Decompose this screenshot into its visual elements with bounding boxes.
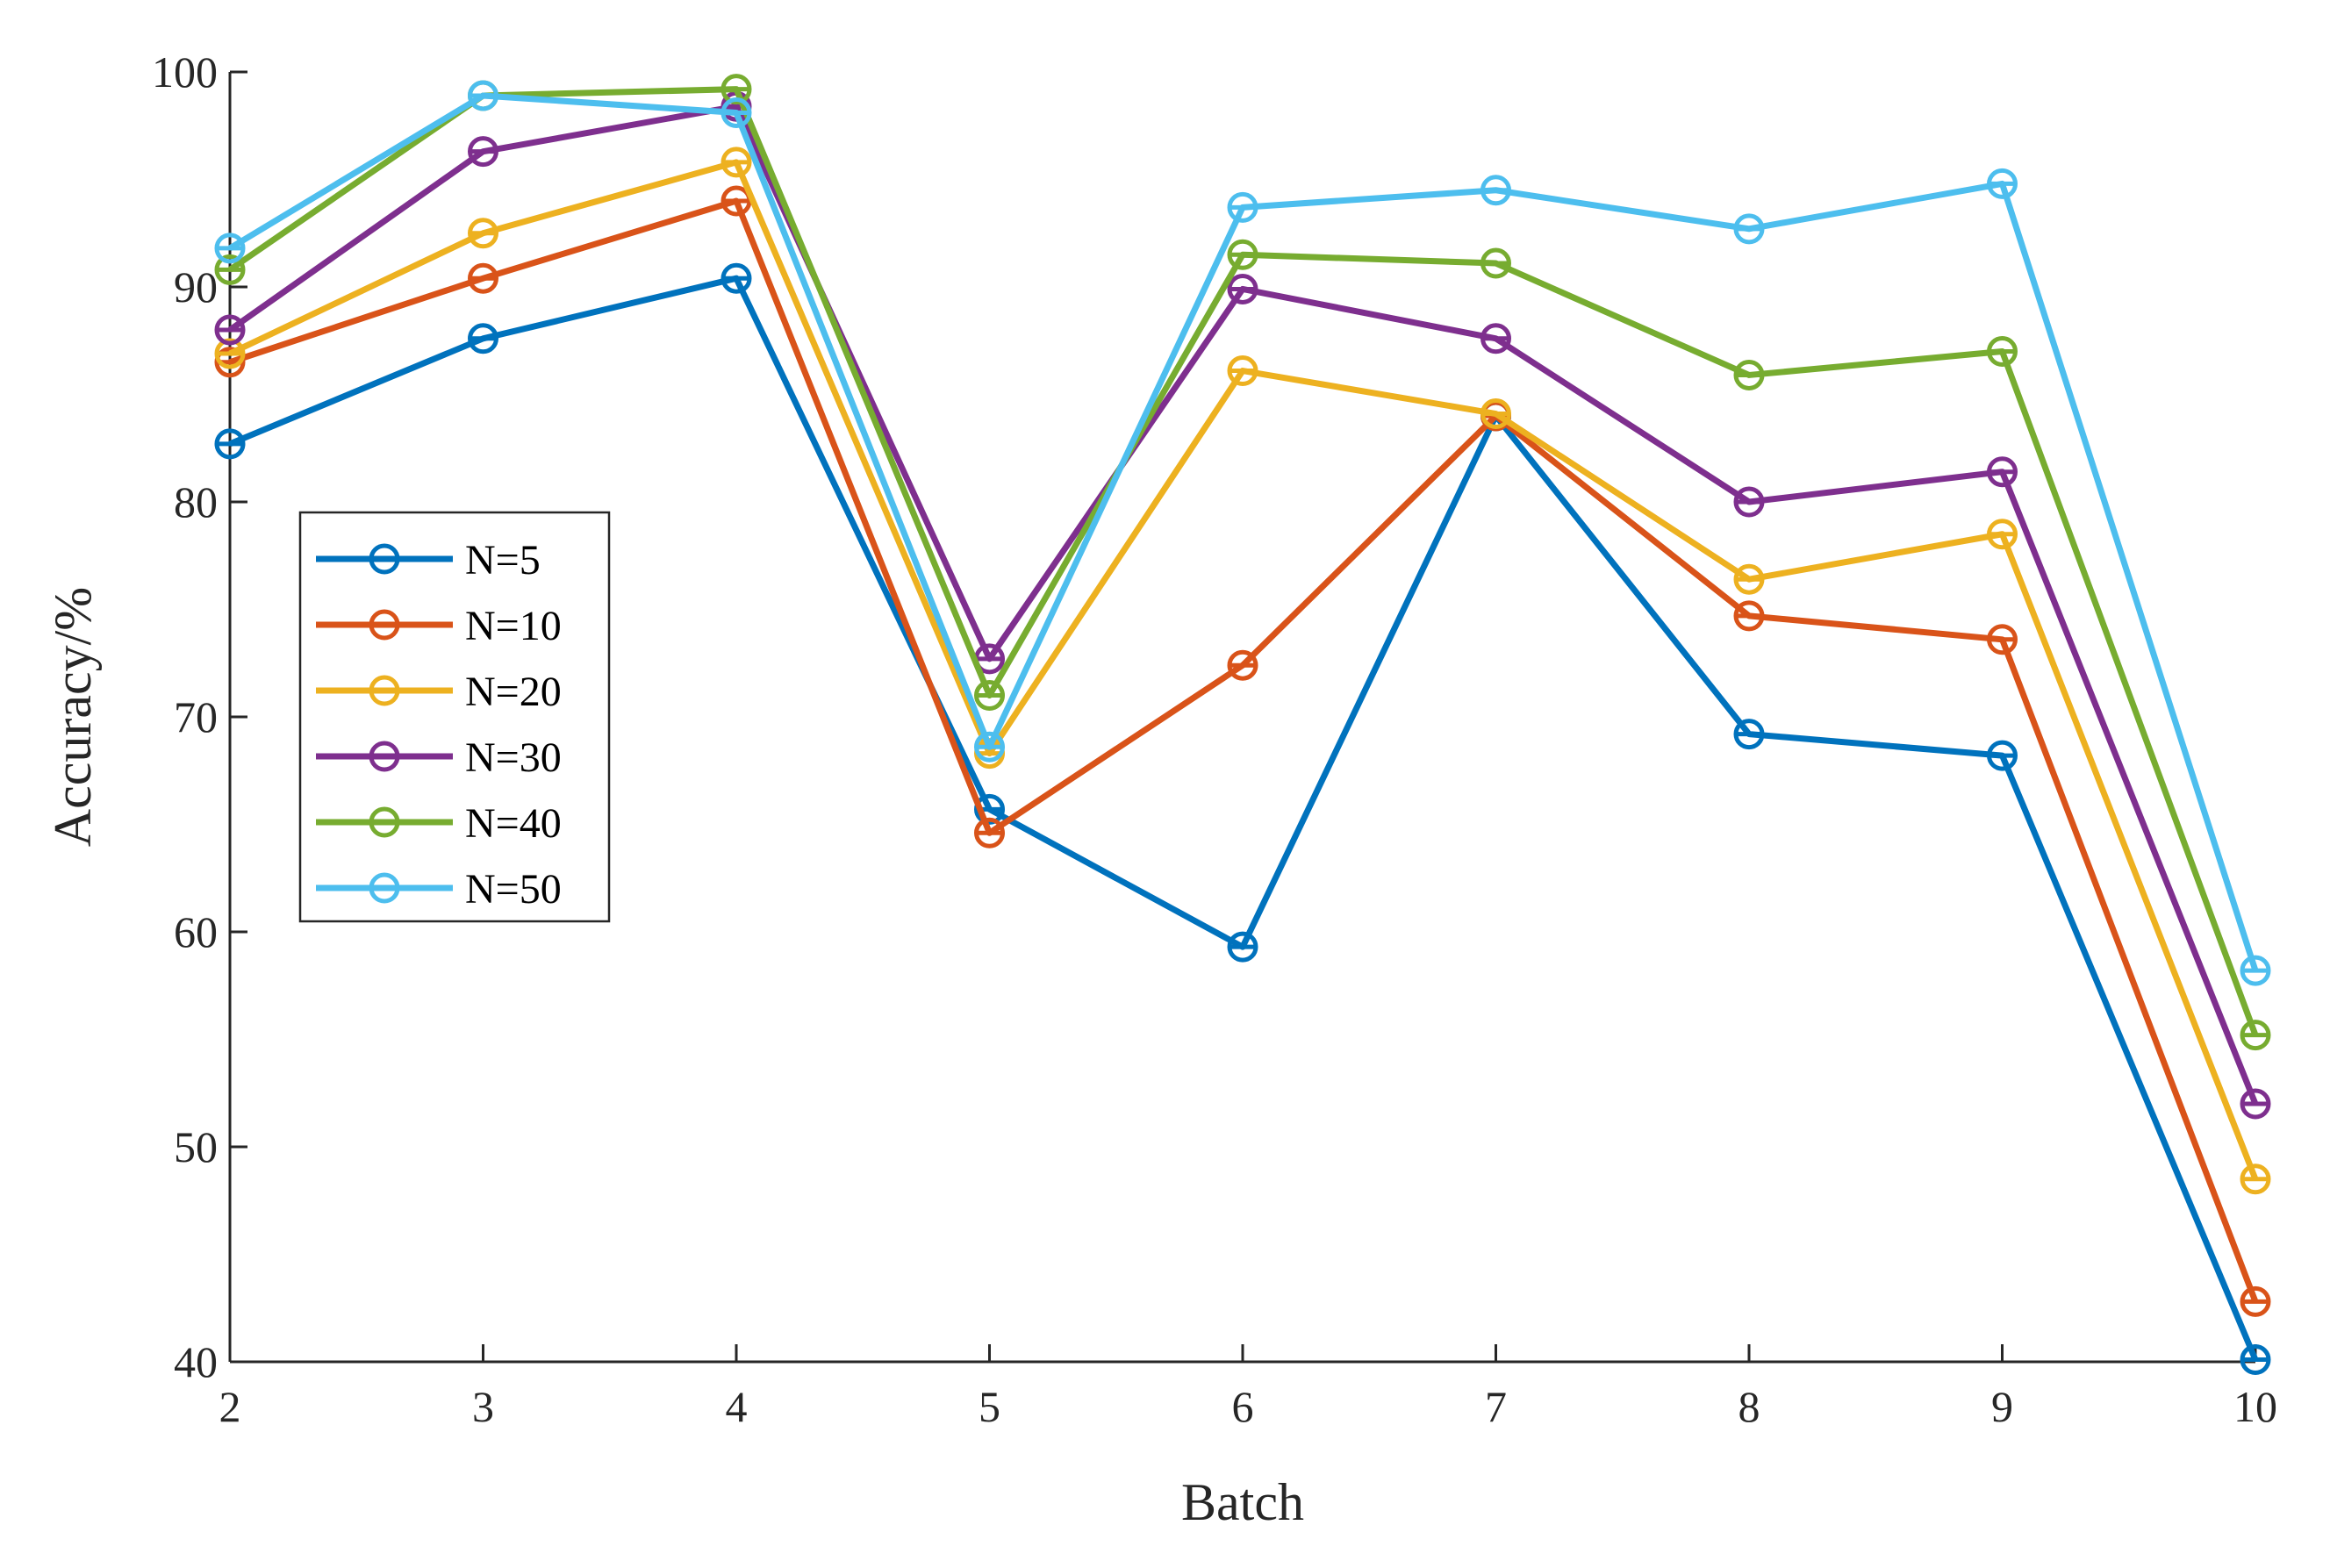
y-tick-label: 40	[174, 1337, 218, 1386]
series-n-5	[214, 262, 2271, 1376]
data-point	[974, 731, 1005, 763]
y-tick-label: 80	[174, 477, 218, 526]
y-tick-label: 60	[174, 907, 218, 956]
x-axis-title: Batch	[1181, 1473, 1304, 1531]
data-point	[1733, 486, 1765, 518]
series-n-40	[214, 74, 2271, 1051]
data-point	[2240, 1020, 2271, 1051]
y-axis-title: Accuracy/%	[44, 587, 102, 847]
x-tick-label: 8	[1739, 1382, 1760, 1431]
legend-label: N=30	[465, 734, 562, 781]
data-point	[468, 218, 498, 249]
x-tick-label: 6	[1232, 1382, 1254, 1431]
data-point	[468, 136, 498, 168]
y-ticks: 40 50 60 70 80 90 100	[152, 47, 247, 1386]
data-point	[2240, 955, 2271, 986]
data-point	[974, 793, 1005, 825]
data-point	[468, 80, 498, 111]
data-point	[2240, 1285, 2271, 1317]
data-point	[1733, 563, 1765, 595]
data-point	[214, 338, 246, 369]
x-tick-label: 5	[979, 1382, 1000, 1431]
data-point	[1227, 649, 1258, 681]
x-tick-label: 10	[2233, 1382, 2277, 1431]
series-layer	[214, 74, 2271, 1376]
data-point	[721, 262, 752, 294]
legend-swatch-marker	[369, 872, 400, 904]
legend-item: N=50	[316, 866, 562, 913]
legend-item: N=40	[316, 800, 562, 847]
data-point	[1987, 168, 2018, 199]
data-point	[721, 147, 752, 178]
data-point	[1987, 456, 2018, 488]
data-point	[214, 347, 246, 378]
data-point	[1480, 247, 1511, 279]
data-point	[1227, 239, 1258, 270]
legend-swatch-marker	[369, 543, 400, 575]
y-tick-label: 50	[174, 1122, 218, 1171]
data-point	[721, 185, 752, 217]
x-tick-label: 3	[472, 1382, 494, 1431]
data-point	[468, 262, 498, 294]
legend-item: N=30	[316, 734, 562, 781]
data-point	[1227, 191, 1258, 223]
data-point	[1733, 600, 1765, 632]
x-tick-label: 4	[726, 1382, 748, 1431]
data-point	[1987, 519, 2018, 550]
legend-box	[298, 511, 611, 923]
legend-label: N=10	[465, 603, 562, 649]
legend-swatch-marker	[369, 741, 400, 772]
y-tick-label: 90	[174, 262, 218, 311]
legend-item: N=10	[316, 603, 562, 649]
data-point	[1227, 273, 1258, 304]
legend-label: N=40	[465, 800, 562, 847]
legend-item: N=5	[316, 537, 541, 584]
data-point	[214, 428, 246, 460]
data-point	[1987, 624, 2018, 655]
series-n-50	[214, 80, 2271, 986]
data-point	[214, 233, 246, 264]
data-point	[1733, 719, 1765, 750]
legend-swatch-marker	[369, 806, 400, 838]
x-tick-label: 7	[1485, 1382, 1507, 1431]
data-point	[1227, 931, 1258, 963]
data-point	[1987, 740, 2018, 771]
x-tick-label: 9	[1991, 1382, 2013, 1431]
legend-swatch-marker	[369, 675, 400, 706]
data-point	[214, 254, 246, 285]
data-point	[974, 817, 1005, 848]
data-point	[1227, 355, 1258, 387]
y-tick-label: 100	[152, 47, 218, 97]
x-ticks: 2 3 4 5 6 7 8 9 10	[219, 1344, 2277, 1431]
data-point	[2240, 1344, 2271, 1376]
legend-swatch-marker	[369, 609, 400, 641]
data-point	[721, 74, 752, 105]
data-point	[1480, 398, 1511, 430]
data-point	[974, 680, 1005, 711]
data-point	[468, 323, 498, 354]
legend: N=5 N=10 N=20 N=30 N=40 N=50	[298, 511, 611, 923]
x-tick-label: 2	[219, 1382, 241, 1431]
data-point	[1987, 336, 2018, 367]
series-n-30	[214, 90, 2271, 1120]
legend-item: N=20	[316, 669, 562, 715]
data-point	[1733, 359, 1765, 390]
data-point	[1733, 213, 1765, 245]
data-point	[1480, 175, 1511, 206]
legend-label: N=5	[465, 537, 541, 584]
y-tick-label: 70	[174, 692, 218, 741]
legend-label: N=20	[465, 669, 562, 715]
legend-label: N=50	[465, 866, 562, 913]
data-point	[1480, 323, 1511, 354]
data-point	[2240, 1088, 2271, 1120]
data-point	[214, 314, 246, 346]
data-point	[2240, 1163, 2271, 1195]
data-point	[721, 97, 752, 129]
